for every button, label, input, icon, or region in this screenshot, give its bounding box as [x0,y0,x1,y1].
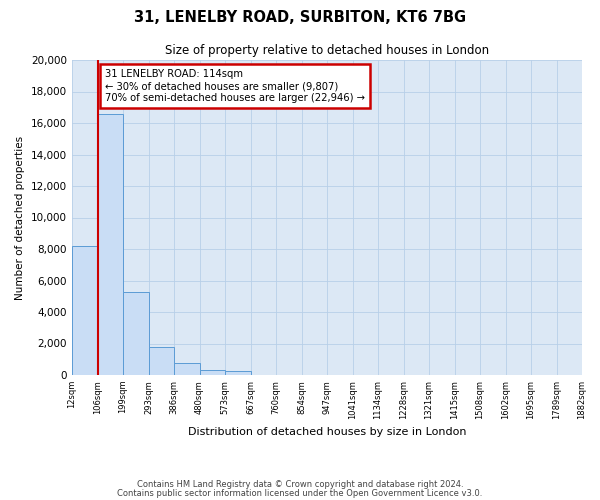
Bar [123,292,149,375]
Bar [225,371,251,375]
Y-axis label: Number of detached properties: Number of detached properties [16,136,25,300]
Bar [97,114,123,375]
Text: Contains public sector information licensed under the Open Government Licence v3: Contains public sector information licen… [118,488,482,498]
Title: Size of property relative to detached houses in London: Size of property relative to detached ho… [165,44,489,58]
Bar [174,363,199,375]
Bar [72,246,97,375]
Bar [199,370,225,375]
Text: Contains HM Land Registry data © Crown copyright and database right 2024.: Contains HM Land Registry data © Crown c… [137,480,463,489]
Text: 31 LENELBY ROAD: 114sqm
← 30% of detached houses are smaller (9,807)
70% of semi: 31 LENELBY ROAD: 114sqm ← 30% of detache… [105,70,365,102]
Text: 31, LENELBY ROAD, SURBITON, KT6 7BG: 31, LENELBY ROAD, SURBITON, KT6 7BG [134,10,466,25]
X-axis label: Distribution of detached houses by size in London: Distribution of detached houses by size … [188,428,466,438]
Bar [149,346,174,375]
